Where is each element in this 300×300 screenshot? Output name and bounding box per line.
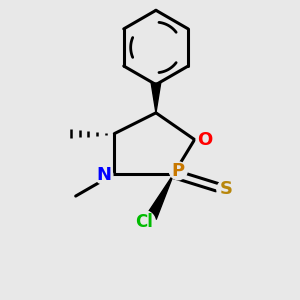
Text: S: S (219, 180, 232, 198)
Circle shape (217, 180, 235, 198)
Circle shape (196, 131, 214, 148)
Circle shape (169, 162, 187, 180)
Circle shape (133, 211, 155, 233)
Text: N: N (96, 166, 111, 184)
Polygon shape (151, 83, 161, 113)
Text: P: P (172, 162, 185, 180)
Text: Cl: Cl (135, 213, 153, 231)
Circle shape (95, 166, 113, 184)
Polygon shape (147, 174, 174, 219)
Text: O: O (197, 130, 213, 148)
